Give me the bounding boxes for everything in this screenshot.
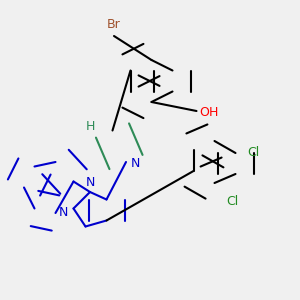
Text: Br: Br — [107, 19, 121, 32]
Text: Cl: Cl — [248, 146, 260, 160]
Text: N: N — [58, 206, 68, 220]
Text: N: N — [130, 157, 140, 170]
Text: H: H — [208, 106, 218, 119]
Text: N: N — [85, 176, 95, 189]
Text: H: H — [85, 121, 95, 134]
Text: Cl: Cl — [226, 195, 238, 208]
Text: O: O — [200, 106, 209, 119]
